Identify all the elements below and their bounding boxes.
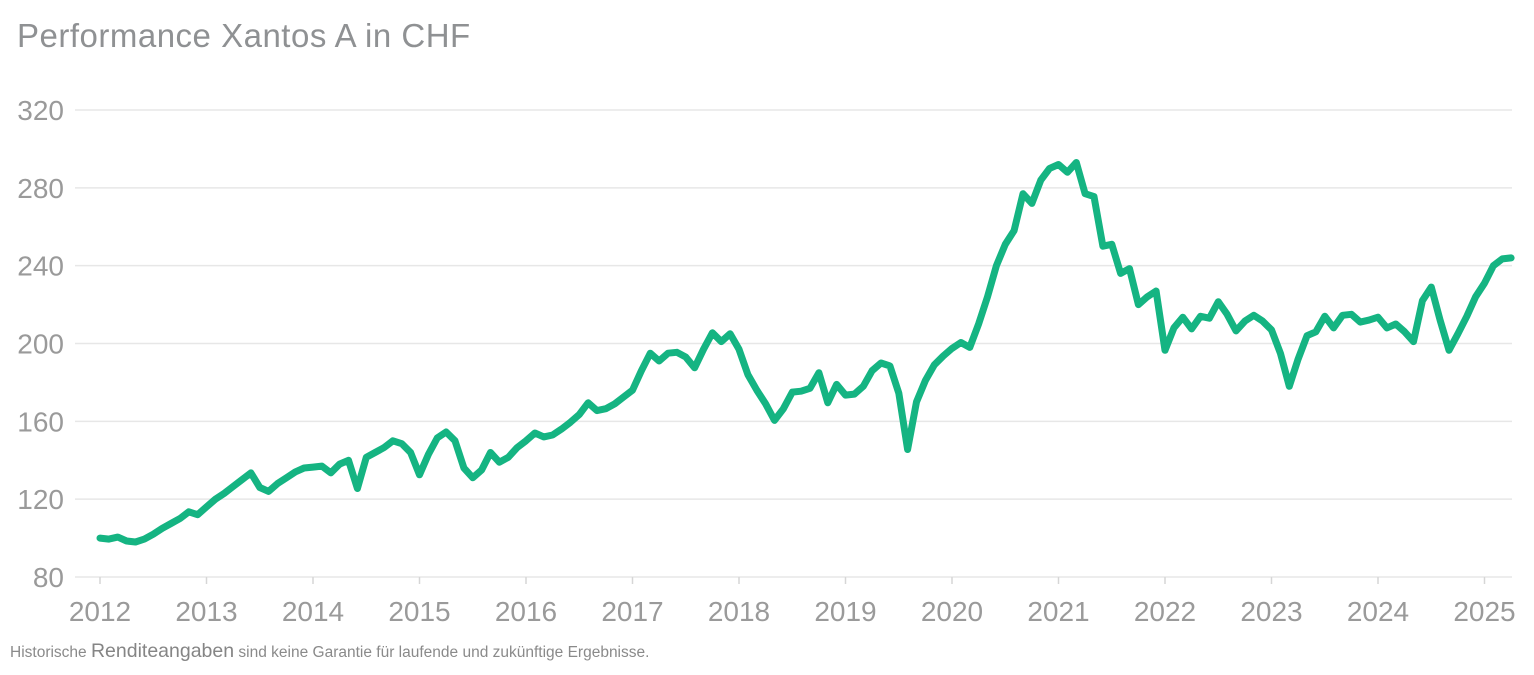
y-axis-label: 240 bbox=[17, 251, 64, 282]
performance-line-xantos-a bbox=[96, 159, 1515, 546]
disclaimer-suffix: sind keine Garantie für laufende und zuk… bbox=[234, 644, 650, 661]
disclaimer-highlight: Renditeangaben bbox=[90, 640, 235, 662]
x-axis-label: 2018 bbox=[708, 596, 770, 627]
x-axis-label: 2023 bbox=[1240, 596, 1302, 627]
x-axis-label: 2019 bbox=[814, 596, 876, 627]
disclaimer: Historische Renditeangaben sind keine Ga… bbox=[10, 640, 649, 663]
x-axis-label: 2012 bbox=[69, 596, 131, 627]
x-axis-label: 2017 bbox=[601, 596, 663, 627]
x-axis-label: 2020 bbox=[921, 596, 983, 627]
y-axis-label: 80 bbox=[33, 562, 64, 593]
x-axis-label: 2016 bbox=[495, 596, 557, 627]
y-axis-label: 160 bbox=[17, 406, 64, 437]
y-axis-label: 280 bbox=[17, 173, 64, 204]
disclaimer-prefix: Historische bbox=[10, 644, 91, 661]
chart-title: Performance Xantos A in CHF bbox=[17, 17, 471, 54]
y-axis-label: 120 bbox=[17, 484, 64, 515]
x-axis-label: 2013 bbox=[175, 596, 237, 627]
x-axis-label: 2022 bbox=[1134, 596, 1196, 627]
y-axis-label: 320 bbox=[17, 95, 64, 126]
x-axis-label: 2025 bbox=[1453, 596, 1515, 627]
y-axis-label: 200 bbox=[17, 329, 64, 360]
x-axis-label: 2024 bbox=[1347, 596, 1409, 627]
x-axis-label: 2015 bbox=[388, 596, 450, 627]
x-axis-label: 2014 bbox=[282, 596, 344, 627]
x-axis-label: 2021 bbox=[1027, 596, 1089, 627]
